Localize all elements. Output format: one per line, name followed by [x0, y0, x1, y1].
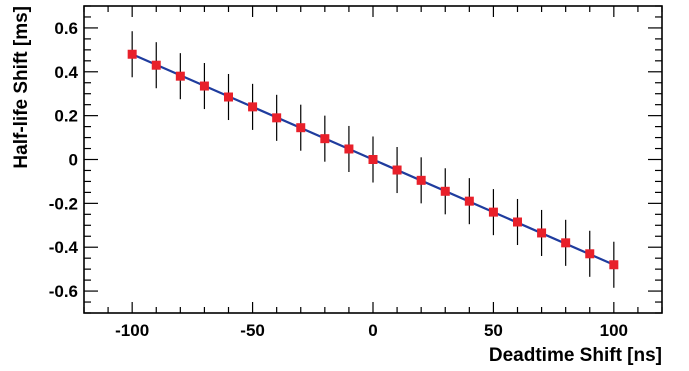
data-point-layer: [127, 49, 619, 270]
y-tick-label: -0.4: [49, 238, 79, 257]
data-point: [488, 207, 498, 217]
x-tick-label: 0: [368, 321, 377, 340]
data-point: [199, 81, 209, 91]
data-point: [609, 260, 619, 270]
data-point: [585, 249, 595, 259]
y-tick-label: -0.2: [49, 194, 78, 213]
y-axis-ticks: [84, 5, 662, 314]
y-axis-title: Half-life Shift [ms]: [11, 6, 32, 169]
x-tick-label: -100: [115, 321, 149, 340]
x-tick-labels: -100 -50 0 50 100: [115, 321, 628, 340]
data-point: [464, 196, 474, 206]
data-point: [224, 92, 233, 102]
y-tick-label: 0: [69, 151, 78, 170]
data-point: [127, 49, 137, 59]
x-tick-label: 50: [484, 321, 503, 340]
data-point: [416, 175, 426, 185]
data-point: [272, 113, 282, 123]
x-axis-ticks: [83, 6, 663, 313]
data-point: [175, 71, 185, 81]
data-point: [561, 238, 571, 248]
y-tick-label: -0.6: [49, 282, 78, 301]
data-point: [320, 134, 330, 144]
data-point: [537, 228, 547, 238]
data-point: [392, 165, 402, 175]
x-axis-title: Deadtime Shift [ns]: [489, 345, 662, 366]
y-tick-label: 0.6: [54, 19, 78, 38]
x-tick-label: 100: [600, 321, 628, 340]
data-point: [151, 60, 161, 70]
x-tick-label: -50: [240, 321, 265, 340]
data-point: [513, 217, 522, 227]
y-tick-label: 0.2: [54, 107, 78, 126]
data-point: [344, 144, 354, 154]
data-point: [296, 123, 306, 133]
data-point: [248, 102, 258, 112]
y-tick-label: 0.4: [54, 63, 78, 82]
data-point: [368, 155, 378, 164]
data-point: [440, 186, 450, 196]
y-tick-labels: -0.6 -0.4 -0.2 0 0.2 0.4 0.6: [49, 19, 79, 301]
